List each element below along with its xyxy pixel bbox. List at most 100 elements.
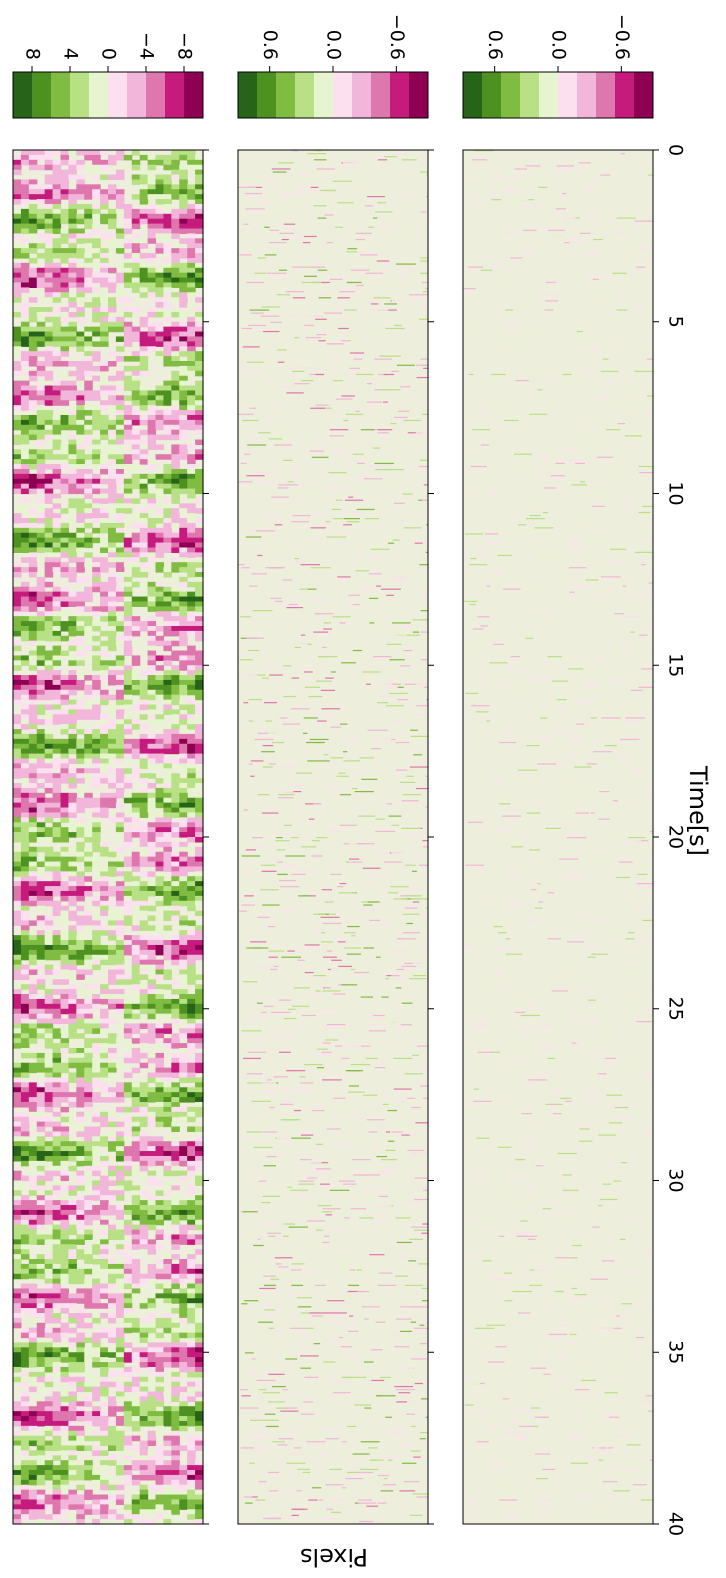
heatmap-cell	[92, 684, 101, 691]
heatmap-cell	[84, 508, 93, 514]
heatmap-cell	[115, 493, 125, 500]
heatmap-cell	[131, 994, 141, 1000]
heatmap-cell	[92, 665, 101, 671]
heatmap-cell	[28, 478, 38, 485]
heatmap-cell	[115, 1312, 125, 1319]
heatmap-cell	[92, 336, 101, 342]
heatmap-cell	[84, 405, 93, 411]
heatmap-cell	[115, 233, 125, 239]
heatmap-cell	[179, 184, 188, 190]
heatmap-cell	[92, 1391, 101, 1398]
heatmap-cell	[187, 159, 196, 166]
heatmap-cell	[20, 1411, 30, 1417]
heatmap-cell	[179, 1342, 188, 1348]
heatmap-cell	[76, 1033, 85, 1039]
heatmap-cell	[100, 1371, 109, 1378]
heatmap-cell	[60, 414, 70, 421]
heatmap-cell	[44, 758, 54, 764]
heatmap-cell	[68, 679, 77, 686]
heatmap-cell	[13, 1352, 22, 1358]
heatmap-cell	[36, 1396, 46, 1402]
heatmap-cell	[187, 998, 196, 1005]
heatmap-cell	[52, 949, 62, 956]
heatmap-cell	[115, 724, 125, 730]
heatmap-cell	[60, 351, 70, 357]
heatmap-cell	[20, 434, 30, 441]
heatmap-cell	[20, 954, 30, 961]
heatmap-cell	[84, 1008, 93, 1015]
heatmap-cell	[179, 326, 188, 333]
heatmap-cell	[68, 1209, 77, 1216]
heatmap-cell	[13, 1479, 22, 1486]
heatmap-cell	[123, 871, 133, 877]
heatmap-cell	[179, 792, 188, 799]
heatmap-cell	[163, 881, 172, 887]
heatmap-cell	[163, 1263, 172, 1270]
heatmap-cell	[163, 1411, 172, 1417]
heatmap-cell	[115, 473, 125, 480]
heatmap-cell	[44, 1298, 54, 1304]
heatmap-cell	[108, 218, 117, 225]
heatmap-cell	[171, 841, 180, 848]
heatmap-cell	[123, 375, 133, 382]
heatmap-cell	[155, 675, 165, 681]
heatmap-cell	[179, 856, 188, 863]
heatmap-cell	[92, 1411, 101, 1417]
heatmap-cell	[195, 1283, 204, 1290]
heatmap-cell	[155, 1028, 165, 1034]
heatmap-cell	[84, 1136, 93, 1142]
heatmap-cell	[68, 199, 77, 205]
heatmap-cell	[147, 1278, 157, 1285]
heatmap-cell	[36, 419, 46, 426]
heatmap-cell	[92, 1057, 101, 1064]
heatmap-cell	[195, 576, 204, 583]
heatmap-cell	[68, 1190, 77, 1196]
heatmap-cell	[84, 1445, 93, 1451]
heatmap-cell	[187, 920, 196, 926]
heatmap-cell	[179, 468, 188, 475]
heatmap-cell	[84, 1072, 93, 1079]
heatmap-cell	[100, 1205, 109, 1211]
heatmap-cell	[92, 537, 101, 544]
heatmap-cell	[76, 1082, 85, 1088]
heatmap-cell	[187, 1106, 196, 1113]
heatmap-cell	[68, 675, 77, 681]
heatmap-cell	[163, 783, 172, 789]
heatmap-cell	[84, 1052, 93, 1059]
heatmap-cell	[13, 797, 22, 804]
heatmap-cell	[20, 787, 30, 794]
heatmap-cell	[92, 1111, 101, 1118]
heatmap-cell	[163, 1043, 172, 1049]
heatmap-cell	[179, 1097, 188, 1103]
heatmap-cell	[171, 1445, 180, 1451]
heatmap-cell	[155, 1062, 165, 1069]
heatmap-cell	[115, 1396, 125, 1402]
heatmap-cell	[123, 454, 133, 460]
heatmap-cell	[68, 1342, 77, 1348]
heatmap-cell	[76, 822, 85, 828]
heatmap-cell	[100, 989, 109, 995]
heatmap-cell	[60, 547, 70, 553]
heatmap-cell	[155, 1474, 165, 1481]
heatmap-cell	[163, 949, 172, 956]
heatmap-cell	[52, 199, 62, 205]
heatmap-cell	[195, 1043, 204, 1049]
heatmap-cell	[108, 1018, 117, 1025]
heatmap-cell	[28, 1342, 38, 1348]
heatmap-cell	[123, 1043, 133, 1049]
heatmap-cell	[20, 719, 30, 725]
heatmap-cell	[139, 1244, 149, 1250]
heatmap-cell	[13, 856, 22, 863]
heatmap-cell	[155, 1013, 165, 1020]
heatmap-cell	[52, 871, 62, 877]
heatmap-cell	[13, 1131, 22, 1137]
heatmap-cell	[171, 532, 180, 539]
heatmap-cell	[52, 969, 62, 975]
heatmap-cell	[108, 267, 117, 274]
heatmap-cell	[108, 385, 117, 392]
heatmap-cell	[20, 1484, 30, 1491]
heatmap-cell	[187, 812, 196, 818]
heatmap-cell	[20, 1175, 30, 1182]
heatmap-cell	[115, 1327, 125, 1334]
heatmap-cell	[100, 1430, 109, 1437]
